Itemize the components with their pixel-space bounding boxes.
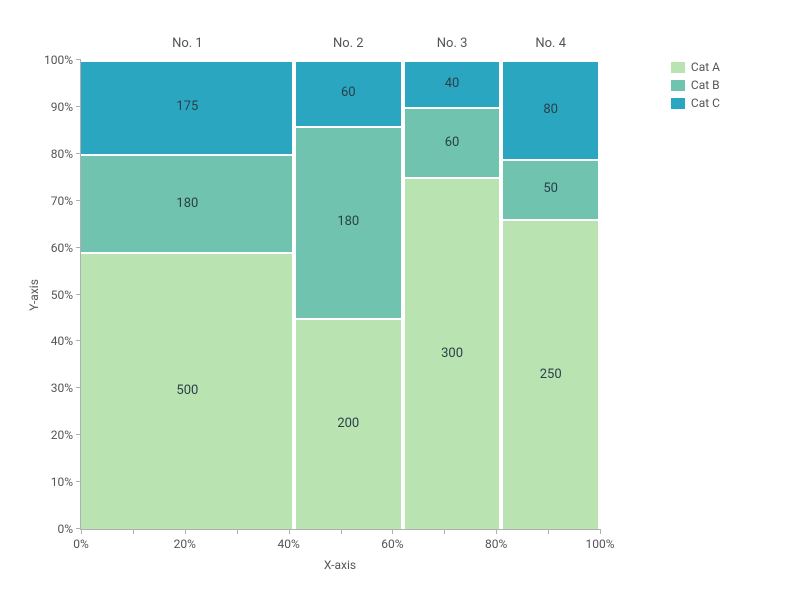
y-tick-label: 60%: [41, 241, 81, 255]
legend-label: Cat C: [691, 96, 720, 110]
x-tick-label: 40%: [277, 537, 299, 551]
y-axis-title: Y-axis: [27, 279, 41, 311]
y-tick-label: 70%: [41, 194, 81, 208]
bar-segment: 50: [501, 159, 600, 220]
x-tick: [289, 529, 290, 534]
y-tick-label: 0%: [41, 522, 81, 536]
plot-area: 0%10%20%30%40%50%60%70%80%90%100%0%20%40…: [80, 60, 600, 530]
y-tick-label: 10%: [41, 475, 81, 489]
x-tick: [341, 529, 342, 534]
y-tick-label: 50%: [41, 288, 81, 302]
bar-segment: 175: [81, 60, 294, 154]
y-tick-label: 30%: [41, 381, 81, 395]
column-header: No. 4: [535, 36, 566, 51]
x-tick: [81, 529, 82, 534]
bar-segment: 180: [81, 154, 294, 252]
x-tick: [548, 529, 549, 534]
x-tick: [600, 529, 601, 534]
x-axis-title: X-axis: [324, 558, 356, 572]
bar-segment: 300: [403, 177, 502, 529]
x-tick: [392, 529, 393, 534]
legend-swatch: [671, 62, 685, 73]
legend-label: Cat A: [691, 60, 720, 74]
x-tick: [496, 529, 497, 534]
x-tick: [133, 529, 134, 534]
bar-segment: 180: [294, 126, 403, 318]
legend-item: Cat B: [671, 78, 720, 92]
column-header: No. 2: [333, 36, 364, 51]
legend-item: Cat A: [671, 60, 720, 74]
y-tick-label: 80%: [41, 147, 81, 161]
bar-segment: 500: [81, 252, 294, 529]
bar-segment: 40: [403, 60, 502, 107]
bar-segment: 250: [501, 219, 600, 529]
x-tick: [185, 529, 186, 534]
bar-segment: 200: [294, 318, 403, 529]
y-tick-label: 100%: [41, 53, 81, 67]
legend-swatch: [671, 80, 685, 91]
bar-segment: 60: [403, 107, 502, 177]
bar-segment: 60: [294, 60, 403, 126]
y-tick-label: 20%: [41, 428, 81, 442]
x-tick-label: 20%: [174, 537, 196, 551]
chart-legend: Cat A Cat B Cat C: [671, 60, 720, 114]
legend-item: Cat C: [671, 96, 720, 110]
column-header: No. 1: [172, 36, 203, 51]
bar-segment: 80: [501, 60, 600, 158]
x-tick-label: 100%: [585, 537, 614, 551]
y-tick-label: 40%: [41, 334, 81, 348]
x-tick: [237, 529, 238, 534]
x-tick-label: 0%: [73, 537, 89, 551]
legend-swatch: [671, 98, 685, 109]
x-tick: [444, 529, 445, 534]
legend-label: Cat B: [691, 78, 720, 92]
marimekko-chart: 0%10%20%30%40%50%60%70%80%90%100%0%20%40…: [80, 60, 600, 530]
y-tick-label: 90%: [41, 100, 81, 114]
column-header: No. 3: [437, 36, 468, 51]
x-tick-label: 60%: [381, 537, 403, 551]
x-tick-label: 80%: [485, 537, 507, 551]
